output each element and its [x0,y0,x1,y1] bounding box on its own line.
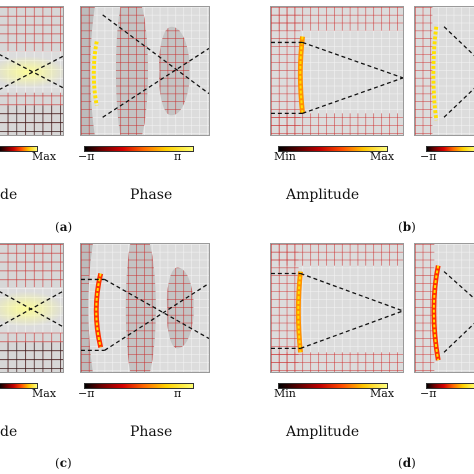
colorbar-min-b: Min [274,150,296,163]
colorbar-phase-d [426,383,474,389]
subfigure-label-a: (a) [55,220,73,234]
label-amplitude-d: Amplitude [286,424,360,440]
colorbar-max-phase-a: π [174,150,182,163]
colorbar-min-phase-a: −π [78,150,95,163]
colorbar-amplitude-a [0,146,38,152]
subfigure-label-c: (c) [55,456,72,470]
phase-map-b [414,6,474,136]
colorbar-amplitude-c [0,383,38,389]
phase-map-c [80,243,210,373]
amplitude-field-b [271,7,403,135]
colorbar-max-d: Max [370,387,395,400]
phase-field-d [415,244,474,372]
label-amplitude-c: de [0,424,18,440]
label-amplitude-b: Amplitude [286,187,360,203]
colorbar-phase-b [426,146,474,152]
colorbar-min-phase-b: −π [420,150,437,163]
phase-field-a [81,7,209,135]
colorbar-min-d: Min [274,387,296,400]
figure-row-bottom: Max −π π Min Max −π de Phase Amplitude (… [0,237,474,474]
figure-row-top: Max −π π Min Max −π de Phase Amplitude (… [0,6,474,234]
label-phase-c: Phase [130,424,173,440]
phase-field-c [81,244,209,372]
phase-field-b [415,7,474,135]
subfigure-label-b: (b) [398,220,416,234]
amplitude-field-c [0,244,63,372]
colorbar-phase-a [84,146,194,152]
colorbar-min-phase-d: −π [420,387,437,400]
label-phase-a: Phase [130,187,173,203]
subfigure-label-d: (d) [398,456,416,470]
colorbar-max-phase-c: π [174,387,182,400]
colorbar-max-b: Max [370,150,395,163]
label-amplitude-a: de [0,187,18,203]
amplitude-map-a [0,6,64,136]
amplitude-field-d [271,244,403,372]
colorbar-amplitude-d [278,383,388,389]
phase-map-d [414,243,474,373]
colorbar-amplitude-b [278,146,388,152]
colorbar-phase-c [84,383,194,389]
colorbar-max-a: Max [32,150,57,163]
amplitude-map-b [270,6,404,136]
amplitude-map-d [270,243,404,373]
phase-map-a [80,6,210,136]
amplitude-map-c [0,243,64,373]
colorbar-min-phase-c: −π [78,387,95,400]
amplitude-field-a [0,7,63,135]
colorbar-max-c: Max [32,387,57,400]
